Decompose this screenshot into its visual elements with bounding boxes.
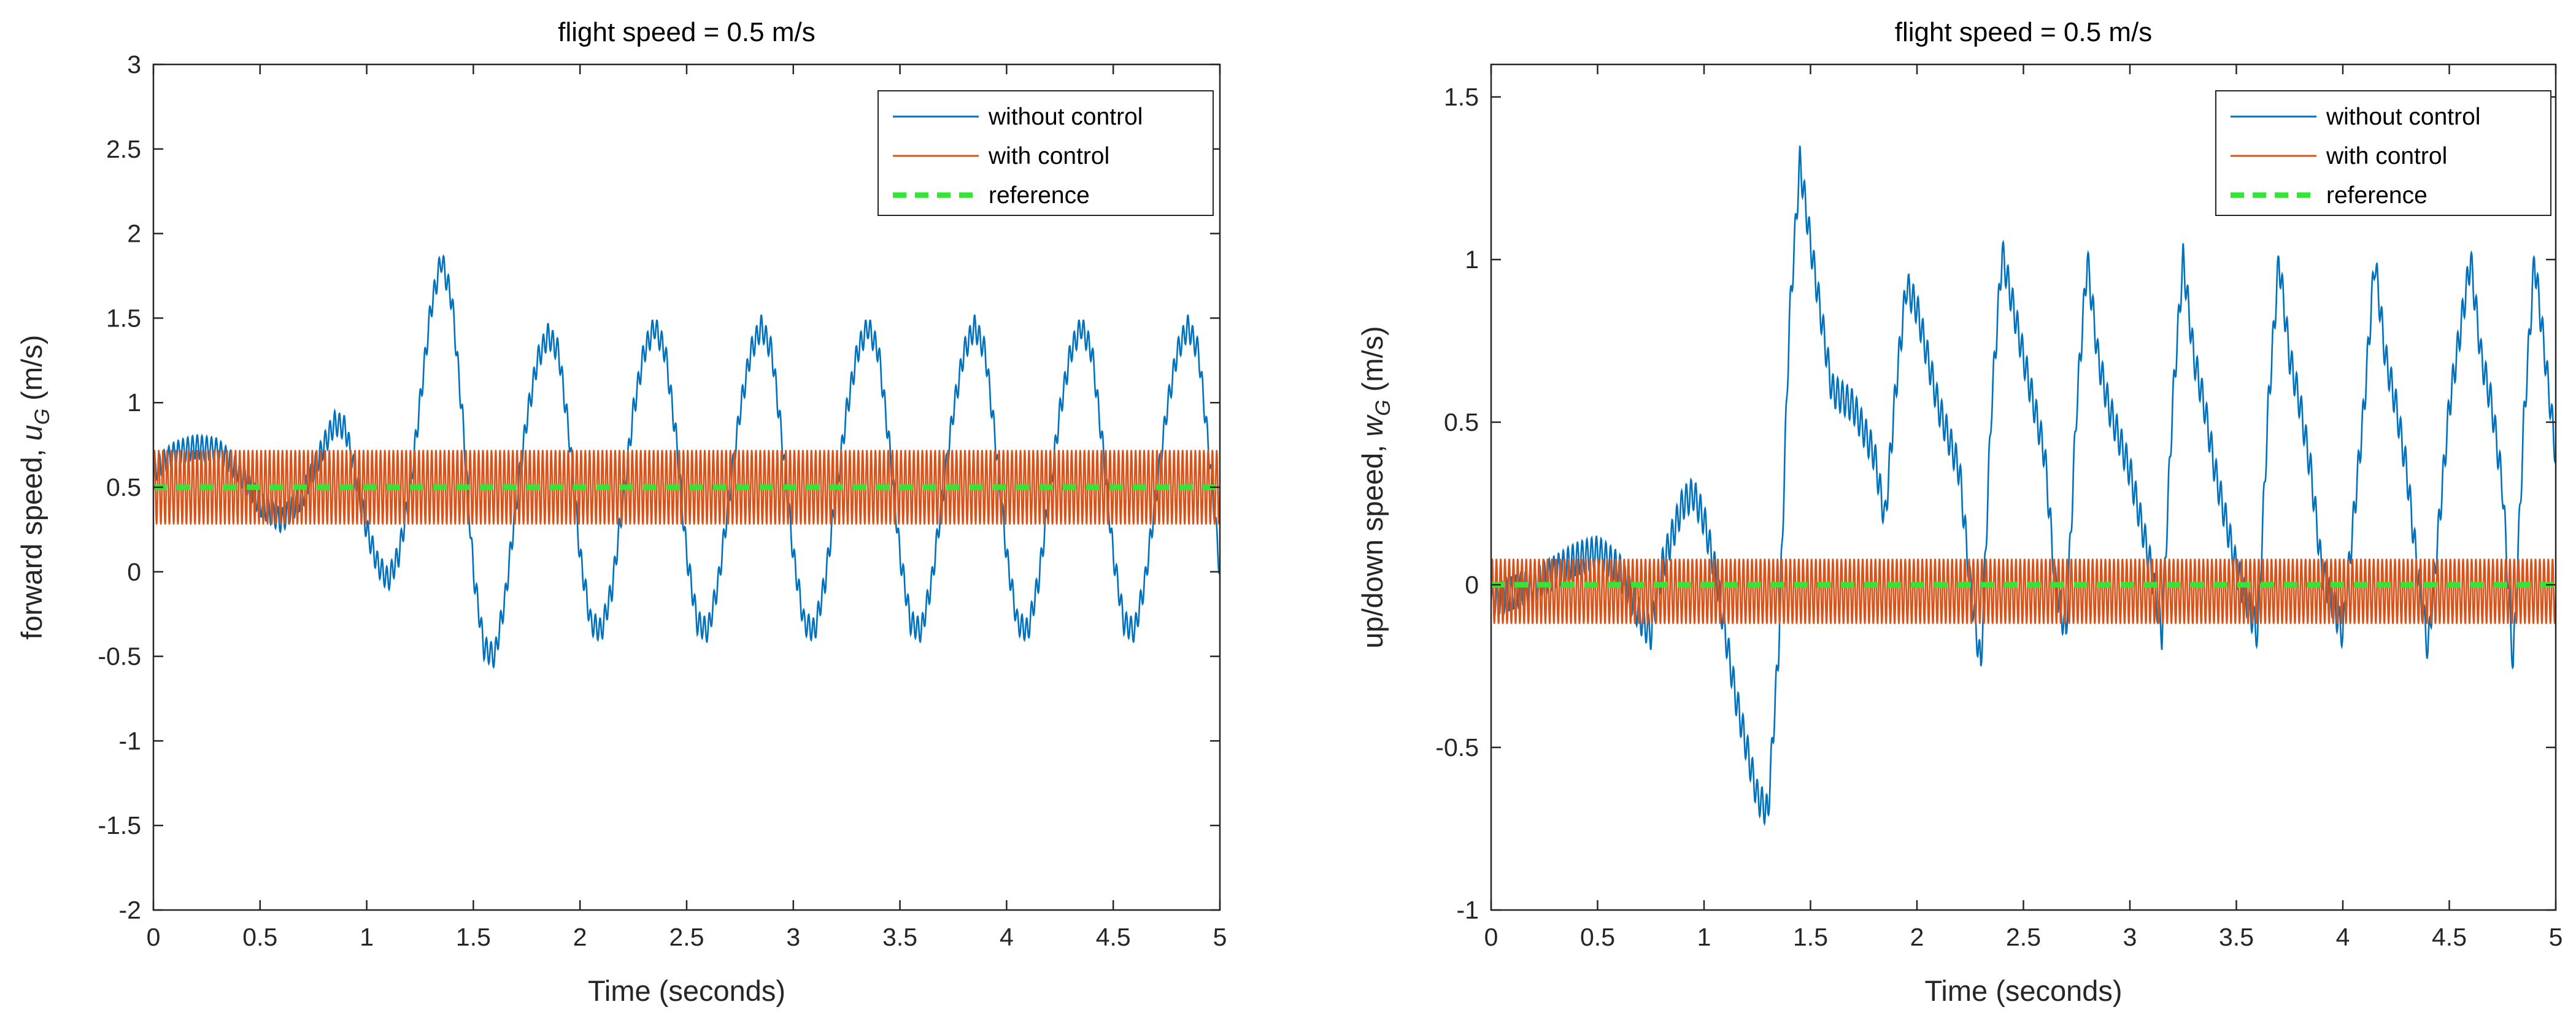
y-tick-label: 2 [127,220,141,248]
y-axis-label-prefix: up/down speed, [1356,437,1389,649]
y-tick-label: 2.5 [106,135,141,163]
chart-title: flight speed = 0.5 m/s [558,17,815,47]
y-tick-label: -1.5 [98,811,141,839]
chart-1: 0 0.5 1 1.5 2 2.5 3 3.5 4 4.5 5 -2 -1.5 -1 -0.5 0 0.5 1 1.… [15,17,1227,1007]
x-tick-label: 2.5 [2006,923,2041,951]
y-tick-label: -1 [1457,896,1479,924]
x-tick-label: 0 [147,923,161,951]
y-axis-label-variable: w [1356,414,1389,437]
y-axis-label-prefix: forward speed, [15,441,48,639]
y-axis-label-variable: u [15,425,48,441]
x-tick-label: 4 [2336,923,2350,951]
x-tick-label: 2.5 [669,923,704,951]
y-tick-label: 0 [1465,571,1479,599]
y-axis-label-subscript: G [31,409,54,425]
x-tick-label: 3.5 [882,923,917,951]
x-tick-label: 0.5 [242,923,277,951]
y-tick-label: 1.5 [1444,83,1479,111]
legend-label: without control [2326,104,2480,130]
y-axis-label-subscript: G [1371,399,1395,415]
series-line-with-control [153,450,1220,525]
x-tick-label: 1.5 [456,923,491,951]
x-tick-label: 3 [2123,923,2137,951]
x-tick-label: 3.5 [2219,923,2254,951]
y-tick-label: 0.5 [1444,408,1479,436]
y-tick-label: -1 [119,727,141,755]
y-axis-label-unit: (m/s) [1356,326,1389,399]
x-tick-label: 5 [2549,923,2563,951]
legend-label: with control [988,143,1109,169]
x-tick-label: 1 [1697,923,1711,951]
y-axis-label-unit: (m/s) [15,335,48,409]
series-line-without-control [1491,145,2556,827]
x-tick-label: 0 [1484,923,1498,951]
y-tick-label: 1 [127,388,141,417]
x-tick-label: 5 [1213,923,1227,951]
x-axis-label: Time (seconds) [588,974,785,1007]
y-tick-label: -0.5 [98,642,141,671]
legend-label: reference [989,182,1090,209]
x-axis-label: Time (seconds) [1924,974,2122,1007]
legend: without control with control reference [2215,90,2551,216]
y-axis-label: forward speed, uG (m/s) [15,335,54,640]
legend-box [2215,90,2551,216]
legend-box [877,90,1214,216]
x-tick-label: 1.5 [1793,923,1828,951]
x-tick-label: 0.5 [1580,923,1615,951]
y-tick-label: 1 [1465,245,1479,274]
y-tick-label: 0.5 [106,473,141,501]
x-tick-label: 4 [1000,923,1014,951]
legend-label: with control [2326,143,2447,169]
legend-label: without control [988,104,1143,130]
series-line-with-control [1491,558,2556,624]
y-tick-label: -0.5 [1435,733,1479,762]
legend: without control with control reference [877,90,1214,216]
x-tick-label: 4.5 [1096,923,1131,951]
y-tick-label: -2 [119,896,141,924]
series-group [153,254,1220,669]
chart-title: flight speed = 0.5 m/s [1895,17,2152,47]
y-tick-label: 1.5 [106,304,141,332]
x-tick-label: 1 [360,923,374,951]
y-tick-label: 3 [127,50,141,79]
legend-label: reference [2326,182,2428,209]
series-line-without-control [153,254,1220,669]
x-tick-label: 2 [1910,923,1924,951]
x-tick-label: 3 [786,923,800,951]
y-tick-label: 0 [127,558,141,586]
x-tick-label: 4.5 [2432,923,2467,951]
x-tick-label: 2 [573,923,587,951]
y-axis-label: up/down speed, wG (m/s) [1356,326,1395,648]
series-group [1491,145,2556,827]
chart-2: 0 0.5 1 1.5 2 2.5 3 3.5 4 4.5 5 -1 -0.5 0 0.5 1 1.5 fligh… [1356,17,2563,1007]
